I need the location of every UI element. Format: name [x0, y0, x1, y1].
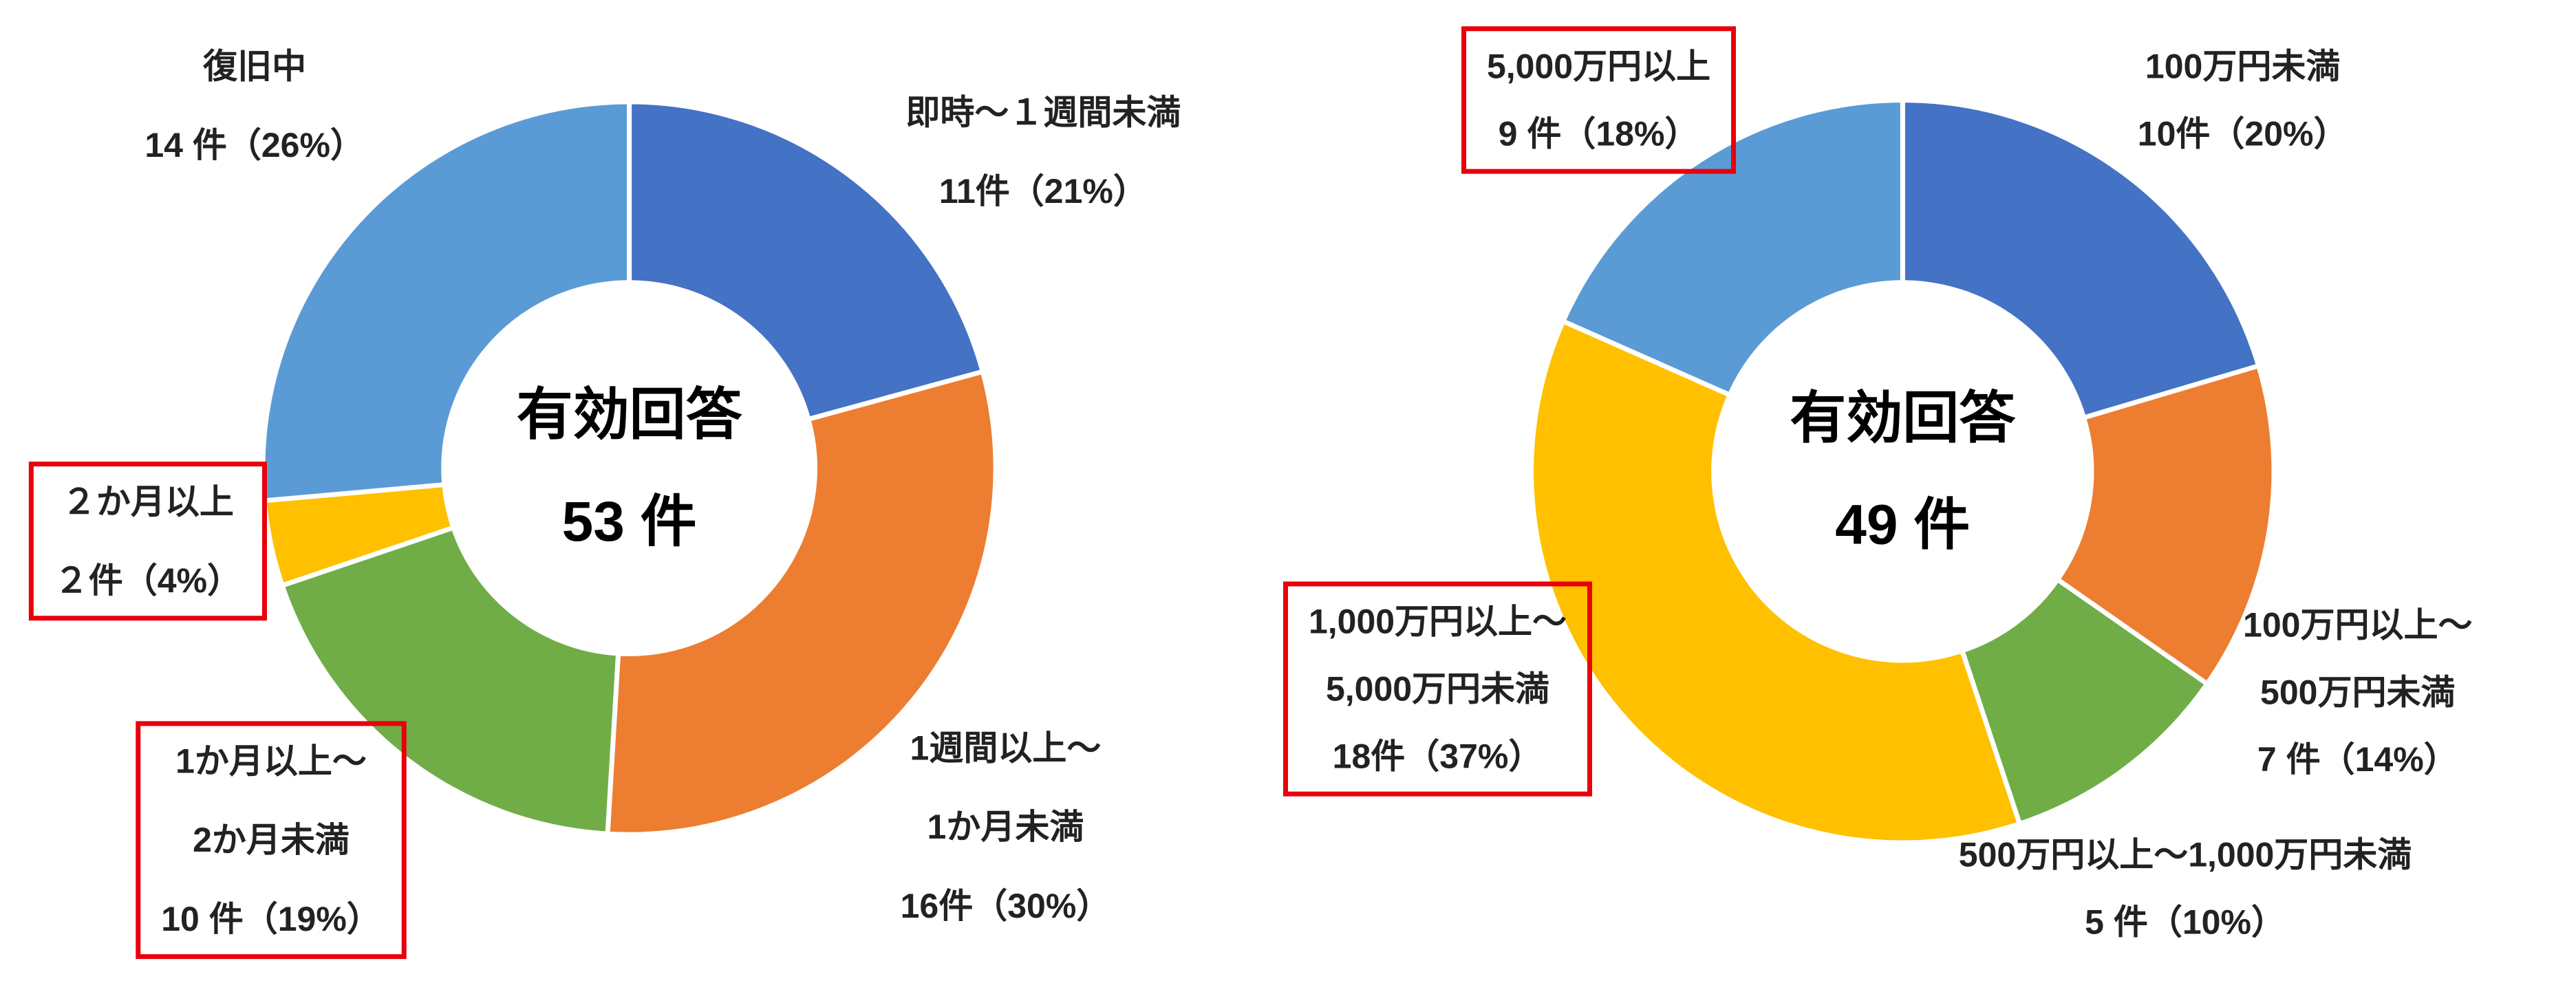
category-label: ２か月以上 — [62, 482, 234, 521]
highlight-box — [28, 462, 267, 621]
donut-slice — [2054, 363, 2277, 687]
center-label: 49 件 — [1835, 494, 1970, 557]
donut-slice — [1900, 98, 2262, 421]
category-label: 5,000万円未満 — [1326, 670, 1549, 709]
category-label: 500万円以上～1,000万円未満 — [1959, 836, 2412, 874]
donut-slice — [605, 368, 998, 837]
value-label: 14 件（26%） — [144, 126, 365, 164]
category-label: 100万円以上～ — [2243, 605, 2472, 644]
donut-chart: 有効回答 49 件 100万円未満 10件（20%） 100万円以上～ 500万円未満 7 … — [1283, 26, 2472, 942]
category-label: 2か月未満 — [193, 821, 350, 859]
highlight-box — [1461, 26, 1737, 174]
value-label: 10 件（19%） — [161, 900, 381, 938]
category-label: 100万円未満 — [2145, 47, 2340, 85]
value-label: 9 件（18%） — [1499, 114, 1699, 153]
donut-slice — [1529, 318, 2023, 845]
category-label: 500万円未満 — [2260, 673, 2455, 711]
donut-slice — [1959, 576, 2211, 827]
donut-slice — [260, 99, 632, 504]
value-label: 16件（30%） — [901, 887, 1111, 925]
value-label: 18件（37%） — [1333, 737, 1543, 775]
value-label: 7 件（14%） — [2257, 740, 2458, 779]
donut-slice — [1560, 98, 1905, 398]
value-label: 11件（21%） — [939, 172, 1148, 210]
center-label: 53 件 — [562, 490, 697, 553]
highlight-box — [136, 721, 407, 960]
category-label: 復旧中 — [202, 47, 306, 85]
category-label: 1か月未満 — [927, 808, 1084, 846]
center-label: 有効回答 — [1790, 387, 2016, 449]
center-label: 有効回答 — [517, 384, 743, 446]
donut-slice — [627, 99, 986, 422]
value-label: 5 件（10%） — [2085, 903, 2286, 942]
donut-chart: 有効回答 53 件 即時～１週間未満 11件（21%） 1週間以上～ 1か月未満 16件（3… — [28, 47, 1181, 960]
category-label: 1か月以上～ — [175, 742, 367, 781]
value-label: 10件（20%） — [2138, 114, 2348, 153]
category-label: 1,000万円以上～ — [1309, 603, 1567, 641]
value-label: ２件（4%） — [54, 561, 242, 600]
category-label: 即時～１週間未満 — [905, 93, 1181, 131]
highlight-box — [1283, 581, 1592, 797]
category-label: 5,000万円以上 — [1487, 47, 1710, 85]
category-label: 1週間以上～ — [910, 729, 1102, 768]
donut-slice — [279, 524, 621, 836]
